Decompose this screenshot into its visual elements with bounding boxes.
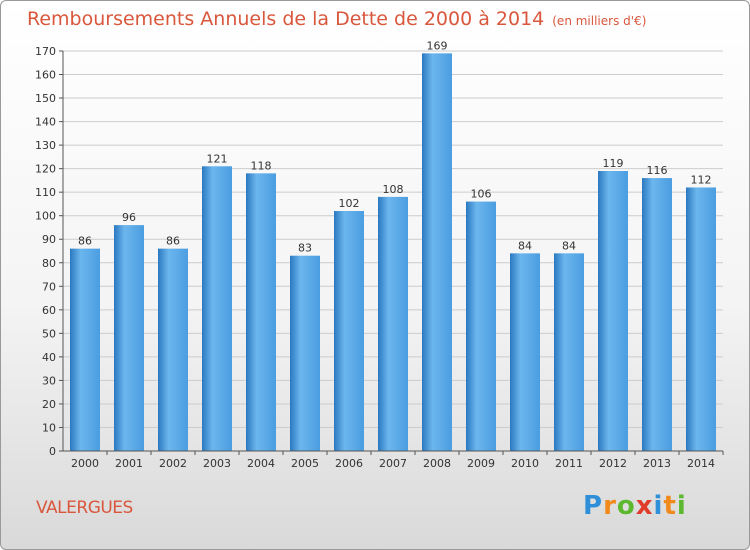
data-label: 96 [122, 211, 136, 224]
x-tick-label: 2000 [71, 457, 99, 470]
bar [422, 53, 452, 452]
y-tick-label: 40 [42, 351, 56, 364]
bar [686, 187, 716, 451]
x-tick-label: 2010 [511, 457, 539, 470]
data-label: 119 [603, 157, 624, 170]
x-tick-label: 2003 [203, 457, 231, 470]
bar [334, 211, 364, 451]
logo-letter: i [676, 491, 687, 521]
data-label: 83 [298, 242, 312, 255]
bar [378, 196, 408, 451]
bar [70, 248, 100, 451]
y-tick-label: 60 [42, 304, 56, 317]
y-tick-label: 20 [42, 398, 56, 411]
bar [642, 178, 672, 451]
y-tick-label: 100 [35, 210, 56, 223]
data-label: 121 [207, 152, 228, 165]
y-tick-label: 120 [35, 163, 56, 176]
city-name: VALERGUES [36, 498, 133, 518]
y-tick-label: 30 [42, 374, 56, 387]
x-tick-label: 2009 [467, 457, 495, 470]
x-tick-label: 2001 [115, 457, 143, 470]
y-tick-label: 70 [42, 280, 56, 293]
bar [510, 253, 540, 451]
logo-letter: x [635, 491, 654, 521]
x-tick-label: 2006 [335, 457, 363, 470]
bar [202, 166, 232, 451]
data-label: 86 [166, 235, 180, 248]
proxiti-logo[interactable]: Proxiti [583, 491, 687, 521]
y-tick-label: 130 [35, 139, 56, 152]
logo-letter: P [583, 491, 604, 521]
bar [290, 255, 320, 451]
bar [466, 201, 496, 451]
y-tick-label: 80 [42, 257, 56, 270]
y-tick-label: 110 [35, 186, 56, 199]
y-tick-label: 150 [35, 92, 56, 105]
x-tick-label: 2002 [159, 457, 187, 470]
y-tick-label: 140 [35, 116, 56, 129]
x-tick-label: 2005 [291, 457, 319, 470]
x-tick-label: 2004 [247, 457, 275, 470]
chart-unit: (en milliers d'€) [552, 14, 647, 28]
y-tick-label: 0 [49, 445, 56, 458]
data-label: 108 [383, 183, 404, 196]
x-tick-label: 2014 [687, 457, 715, 470]
chart-title-text: Remboursements Annuels de la Dette de 20… [27, 8, 545, 30]
bar [598, 171, 628, 451]
chart-title: Remboursements Annuels de la Dette de 20… [27, 8, 646, 30]
logo-letter: i [653, 491, 664, 521]
logo-letter: t [663, 491, 677, 521]
x-tick-label: 2007 [379, 457, 407, 470]
x-tick-label: 2011 [555, 457, 583, 470]
data-label: 118 [251, 159, 272, 172]
y-tick-label: 50 [42, 327, 56, 340]
bar [114, 225, 144, 451]
data-label: 169 [427, 39, 448, 52]
y-tick-label: 160 [35, 69, 56, 82]
x-tick-label: 2013 [643, 457, 671, 470]
bar [554, 253, 584, 451]
data-label: 84 [562, 239, 576, 252]
y-tick-label: 90 [42, 233, 56, 246]
data-label: 116 [647, 164, 668, 177]
data-label: 102 [339, 197, 360, 210]
y-tick-label: 170 [35, 45, 56, 58]
x-tick-label: 2008 [423, 457, 451, 470]
data-label: 112 [691, 173, 712, 186]
logo-letter: r [603, 491, 617, 521]
logo-letter: o [616, 491, 636, 521]
x-tick-label: 2012 [599, 457, 627, 470]
data-label: 106 [471, 188, 492, 201]
data-label: 86 [78, 235, 92, 248]
bar [246, 173, 276, 451]
data-label: 84 [518, 239, 532, 252]
bar [158, 248, 188, 451]
y-tick-label: 10 [42, 421, 56, 434]
